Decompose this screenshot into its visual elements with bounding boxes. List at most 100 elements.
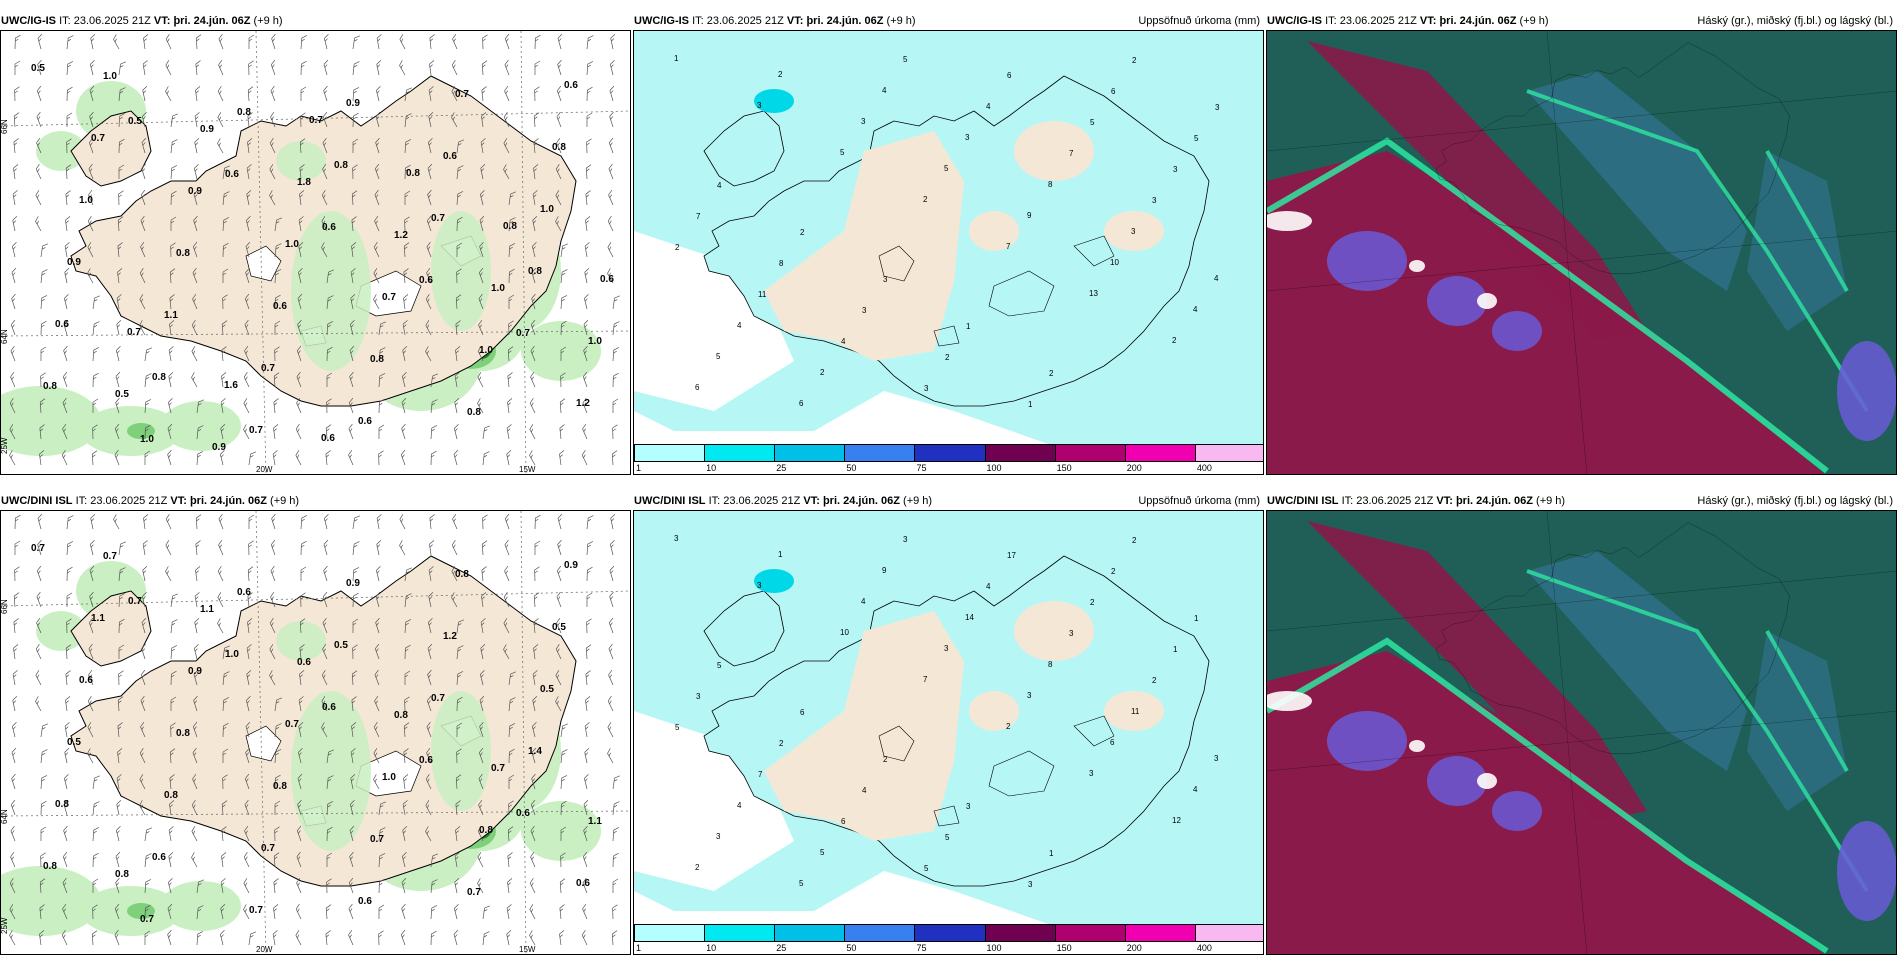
precip-value: 1: [1194, 614, 1199, 623]
wind-barb: [348, 904, 358, 919]
precip-value: 4: [841, 337, 846, 346]
wind-barb: [608, 644, 618, 659]
wind-barb: [64, 748, 72, 763]
wind-barb: [41, 749, 47, 763]
wind-barb: [608, 164, 618, 179]
gust-label: 0.9: [200, 124, 214, 135]
wind-barb: [90, 540, 98, 555]
wind-barb: [301, 87, 306, 101]
gust-label: 0.6: [358, 896, 372, 907]
wind-barb: [12, 242, 20, 257]
wind-barb: [13, 190, 20, 205]
wind-barb: [559, 930, 566, 945]
wind-barb: [15, 515, 20, 529]
colorbar-swatch: [704, 924, 775, 942]
wind-barb: [295, 424, 306, 439]
colorbar-tick: 150: [1057, 463, 1072, 473]
wind-barb: [586, 645, 592, 659]
precip-value: 5: [799, 879, 804, 888]
wind-barb: [119, 61, 126, 76]
precip-area-land: [431, 691, 491, 811]
wind-barb: [609, 566, 618, 581]
gust-label: 1.1: [588, 816, 602, 827]
wind-barb: [270, 86, 280, 101]
wind-barb: [119, 541, 126, 556]
precip-value: 13: [1089, 289, 1098, 298]
wind-barb: [561, 269, 567, 283]
gust-label: 0.8: [479, 825, 493, 836]
precip-title: Uppsöfnuð úrkoma (mm): [1138, 15, 1260, 27]
gust-label: 0.7: [127, 327, 141, 338]
precip-value: 6: [1111, 87, 1116, 96]
gust-label: 0.8: [237, 107, 251, 118]
wind-barb: [587, 515, 593, 529]
wind-barb: [301, 515, 307, 529]
precip-value: 3: [1214, 754, 1219, 763]
wind-barb: [271, 514, 280, 529]
wind-barb: [35, 164, 46, 179]
wind-panel-title-1: UWC/IG-IS IT: 23.06.2025 21Z VT: þri. 24…: [0, 12, 631, 28]
gust-label: 0.8: [43, 861, 57, 872]
precip-value: 3: [862, 306, 867, 315]
gust-label: 0.9: [346, 578, 360, 589]
wind-barb: [10, 346, 20, 361]
colorbar-tick: 200: [1127, 463, 1142, 473]
wind-barb: [377, 34, 384, 49]
wind-barb: [249, 35, 254, 49]
wind-barb: [164, 86, 175, 101]
wind-barb: [142, 86, 150, 101]
gust-label: 0.8: [503, 221, 517, 232]
precip-area-land: [291, 691, 371, 851]
wind-barb: [324, 514, 332, 529]
wind-barb: [14, 593, 20, 607]
wind-barb: [63, 346, 72, 361]
wind-barb: [93, 775, 100, 790]
gust-label: 0.6: [600, 274, 614, 285]
wind-barb: [64, 774, 72, 789]
wind-barb: [195, 566, 202, 581]
gust-label: 1.0: [285, 239, 299, 250]
wind-barb: [63, 826, 72, 841]
colorbar-tick: 1: [636, 463, 641, 473]
wind-barb: [613, 905, 618, 919]
wind-barb: [294, 930, 305, 945]
wind-barb: [119, 671, 124, 685]
wind-barb: [168, 852, 176, 867]
wind-barb: [93, 827, 99, 841]
gust-label: 0.7: [285, 719, 299, 730]
cloud-map-panel-1[interactable]: [1266, 30, 1897, 475]
precip-value: 2: [675, 243, 680, 252]
wind-barb: [529, 878, 540, 893]
cloud-map-panel-2[interactable]: [1266, 510, 1897, 955]
precip-value: 3: [696, 692, 701, 701]
wind-barb: [12, 722, 20, 737]
wind-barb: [116, 826, 124, 841]
precip-value: 3: [1069, 629, 1074, 638]
gust-label: 1.0: [479, 345, 493, 356]
wind-barb: [165, 34, 176, 49]
wind-barb: [221, 852, 228, 867]
wind-barb: [167, 450, 176, 465]
wind-barb: [217, 60, 227, 75]
gust-label: 0.6: [576, 878, 590, 889]
wind-barb: [607, 696, 618, 711]
wind-barb: [451, 514, 461, 529]
wind-barb: [217, 566, 228, 581]
precip-value: 10: [1110, 258, 1119, 267]
wind-barb: [587, 113, 592, 127]
wind-barb: [171, 593, 178, 608]
wind-map-svg: 0.50.50.60.60.60.70.81.00.80.80.70.80.60…: [1, 31, 631, 475]
wind-barb: [482, 567, 488, 581]
precip-value: 3: [944, 644, 949, 653]
precip-value: 5: [1090, 118, 1095, 127]
wind-barb: [401, 424, 410, 439]
precip-value: 5: [840, 148, 845, 157]
wind-barb: [249, 515, 254, 529]
gust-label: 0.7: [261, 363, 275, 374]
colorbar-swatch: [1195, 924, 1264, 942]
